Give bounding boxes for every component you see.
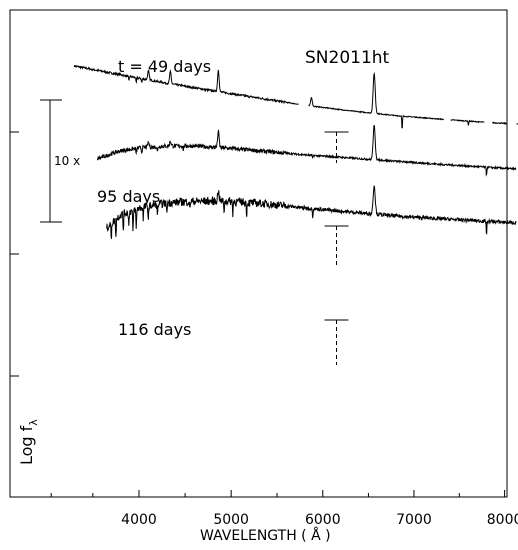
x-tick-label: 8000 (487, 512, 518, 528)
spectrum-line (96, 124, 517, 177)
x-tick-label: 7000 (396, 512, 432, 528)
x-tick-label: 5000 (213, 512, 249, 528)
x-tick-label: 4000 (121, 512, 157, 528)
spectrum-line (73, 64, 518, 129)
chart-title: SN2011ht (305, 48, 390, 68)
y-axis-label-main: Log f (17, 425, 36, 465)
series-label: 95 days (97, 187, 160, 206)
axis-ticks: 4000 5000 6000 7000 8000 (10, 131, 518, 528)
series-label: t = 49 days (118, 57, 211, 76)
scale-bar-label: 10 x (54, 154, 80, 168)
x-axis-label: WAVELENGTH ( Å ) (200, 527, 331, 544)
spectrum-line (106, 185, 517, 239)
y-axis-label: Log fλ (17, 419, 40, 465)
spectra-series: t = 49 days 95 days 116 days (73, 57, 518, 339)
plot-frame (9, 9, 508, 498)
scale-bar: 10 x (40, 99, 80, 223)
y-axis-label-sub: λ (27, 419, 40, 426)
line-markers (324, 131, 349, 365)
x-tick-label: 6000 (305, 512, 341, 528)
series-label: 116 days (118, 320, 191, 339)
